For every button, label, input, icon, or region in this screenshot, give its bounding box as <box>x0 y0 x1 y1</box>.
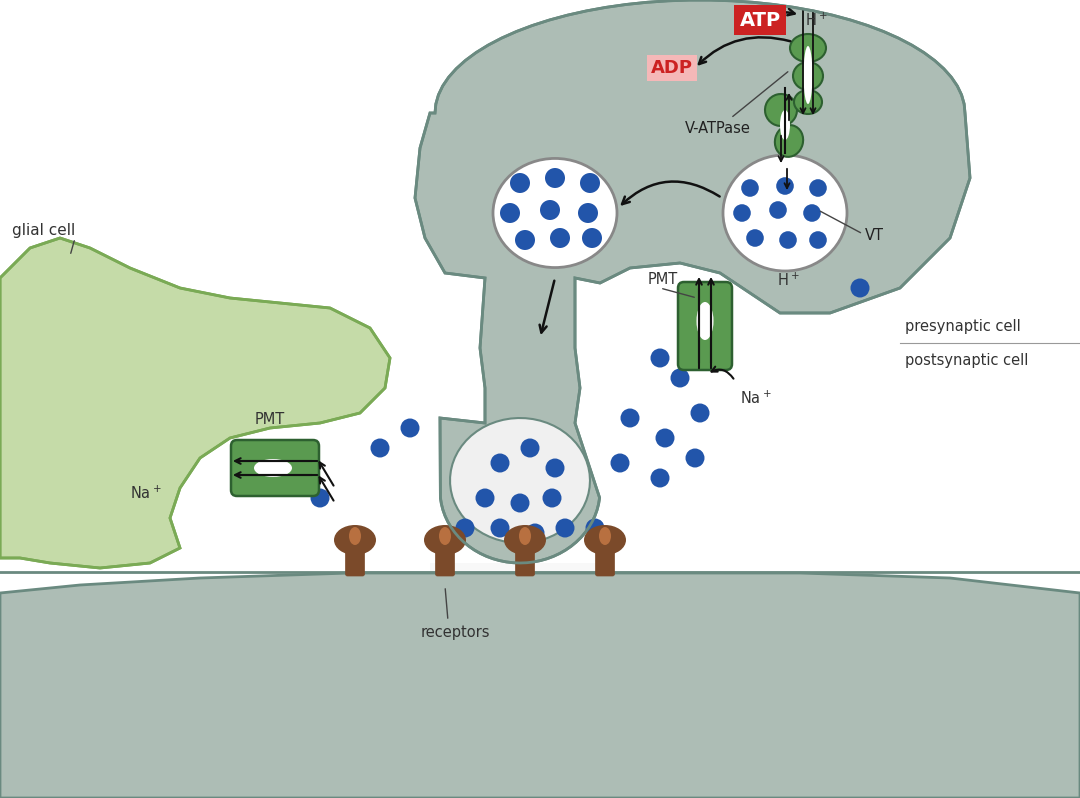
Circle shape <box>526 523 544 543</box>
Circle shape <box>804 204 821 222</box>
Text: presynaptic cell: presynaptic cell <box>905 318 1021 334</box>
Circle shape <box>650 349 670 368</box>
Circle shape <box>490 519 510 538</box>
Circle shape <box>545 168 565 188</box>
Circle shape <box>311 488 329 508</box>
Text: Na$^+$: Na$^+$ <box>740 389 771 407</box>
Circle shape <box>733 204 751 222</box>
Circle shape <box>769 201 787 219</box>
Ellipse shape <box>774 125 804 157</box>
Text: postsynaptic cell: postsynaptic cell <box>905 353 1028 368</box>
Circle shape <box>542 488 562 508</box>
Circle shape <box>370 438 390 457</box>
Text: ADP: ADP <box>651 59 693 77</box>
Polygon shape <box>0 238 390 568</box>
Ellipse shape <box>334 525 376 555</box>
Ellipse shape <box>504 525 546 555</box>
Circle shape <box>851 279 869 298</box>
FancyBboxPatch shape <box>346 547 364 576</box>
Ellipse shape <box>793 62 823 90</box>
Ellipse shape <box>519 527 531 545</box>
Circle shape <box>475 488 495 508</box>
Circle shape <box>580 173 600 193</box>
Circle shape <box>741 180 759 197</box>
Circle shape <box>555 519 575 538</box>
Ellipse shape <box>492 159 617 267</box>
Circle shape <box>656 429 675 448</box>
Text: V-ATPase: V-ATPase <box>685 72 787 136</box>
Text: PMT: PMT <box>648 272 678 287</box>
Circle shape <box>779 231 797 249</box>
Circle shape <box>511 493 529 512</box>
Ellipse shape <box>794 90 822 114</box>
Circle shape <box>401 418 419 437</box>
Ellipse shape <box>438 527 451 545</box>
Ellipse shape <box>765 94 797 126</box>
Polygon shape <box>0 573 1080 798</box>
Circle shape <box>582 228 602 248</box>
Ellipse shape <box>723 155 847 271</box>
Ellipse shape <box>780 110 789 140</box>
Text: H$^+$: H$^+$ <box>777 271 799 289</box>
Circle shape <box>490 453 510 472</box>
Polygon shape <box>450 418 590 543</box>
Text: H$^+$: H$^+$ <box>805 11 827 29</box>
Ellipse shape <box>789 34 826 62</box>
FancyBboxPatch shape <box>515 547 535 576</box>
Circle shape <box>585 519 605 538</box>
Circle shape <box>610 453 630 472</box>
Circle shape <box>515 230 535 250</box>
Circle shape <box>809 180 827 197</box>
Ellipse shape <box>349 527 361 545</box>
Circle shape <box>809 231 827 249</box>
Ellipse shape <box>424 525 465 555</box>
Ellipse shape <box>599 527 611 545</box>
FancyBboxPatch shape <box>435 547 455 576</box>
Circle shape <box>746 229 764 247</box>
Circle shape <box>540 200 561 220</box>
Circle shape <box>550 228 570 248</box>
Text: Na$^+$: Na$^+$ <box>131 484 162 502</box>
Ellipse shape <box>804 46 812 104</box>
Text: ATP: ATP <box>740 10 781 30</box>
Text: PMT: PMT <box>255 413 285 428</box>
Polygon shape <box>430 563 610 571</box>
Circle shape <box>500 203 519 223</box>
Circle shape <box>521 438 540 457</box>
Circle shape <box>456 519 474 538</box>
Ellipse shape <box>697 302 714 340</box>
Text: receptors: receptors <box>420 626 489 641</box>
Ellipse shape <box>254 459 292 477</box>
Text: glial cell: glial cell <box>12 223 76 238</box>
Circle shape <box>777 177 794 195</box>
Circle shape <box>650 468 670 488</box>
Circle shape <box>578 203 598 223</box>
Polygon shape <box>415 0 970 563</box>
Circle shape <box>621 409 639 428</box>
Circle shape <box>671 369 689 388</box>
Circle shape <box>690 404 710 422</box>
Circle shape <box>545 459 565 477</box>
Circle shape <box>510 173 530 193</box>
Circle shape <box>686 448 704 468</box>
Ellipse shape <box>584 525 626 555</box>
FancyBboxPatch shape <box>678 282 732 370</box>
FancyBboxPatch shape <box>595 547 615 576</box>
FancyBboxPatch shape <box>231 440 319 496</box>
Text: VT: VT <box>865 228 885 243</box>
